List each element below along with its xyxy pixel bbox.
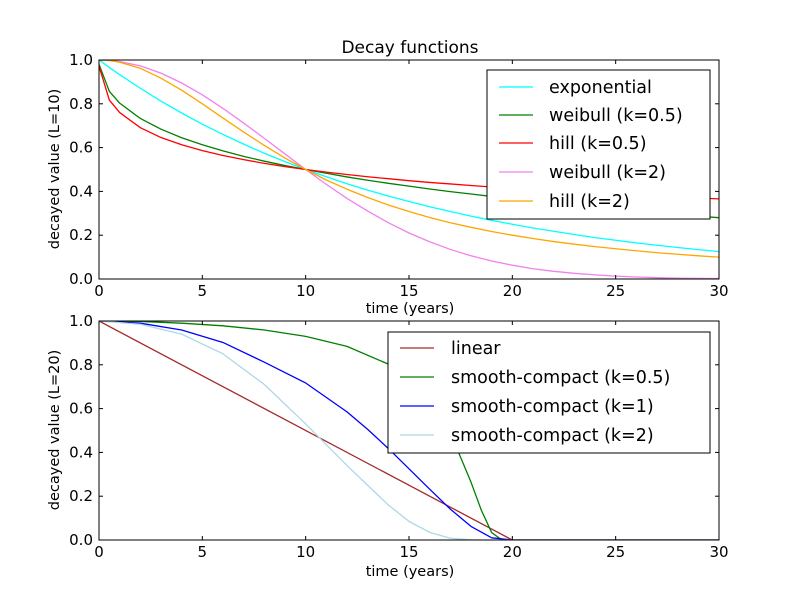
legend-label-weibull-k-0-5: weibull (k=0.5) bbox=[549, 106, 683, 126]
y-tick-label: 1.0 bbox=[69, 51, 93, 69]
series-line-linear bbox=[99, 321, 719, 540]
chart-title: Decay functions bbox=[341, 38, 478, 58]
y-tick-label: 0.4 bbox=[69, 443, 93, 461]
x-tick-label: 5 bbox=[198, 282, 208, 300]
x-tick-label: 5 bbox=[198, 543, 208, 561]
legend-label-weibull-k-2: weibull (k=2) bbox=[549, 163, 666, 183]
x-tick-label: 0 bbox=[94, 282, 104, 300]
y-tick-label: 0.8 bbox=[69, 356, 93, 374]
y-axis-label: decayed value (L=10) bbox=[47, 89, 63, 250]
legend-box bbox=[387, 331, 711, 454]
x-tick-label: 10 bbox=[296, 282, 315, 300]
x-axis-label: time (years) bbox=[366, 564, 455, 580]
legend-label-hill-k-2: hill (k=2) bbox=[549, 192, 630, 212]
legend: exponential weibull (k=0.5) hill (k=0.5) we… bbox=[486, 69, 711, 220]
series-line-smooth-compact-k-2 bbox=[99, 321, 719, 540]
x-tick-label: 30 bbox=[709, 282, 728, 300]
series-line-hill-k-2 bbox=[99, 60, 719, 258]
x-tick-label: 25 bbox=[606, 543, 625, 561]
legend-label-smooth-compact-k-0-5: smooth-compact (k=0.5) bbox=[451, 368, 670, 388]
y-tick-label: 0.6 bbox=[69, 400, 93, 418]
bottom-chart-panel: time (years) decayed value (L=20) 0 5 10 15… bbox=[47, 312, 729, 580]
y-axis-label: decayed value (L=20) bbox=[47, 350, 63, 511]
legend: linear smooth-compact (k=0.5) smooth-compa… bbox=[387, 331, 711, 454]
legend-label-smooth-compact-k-2: smooth-compact (k=2) bbox=[451, 426, 654, 446]
x-tick-label: 10 bbox=[296, 543, 315, 561]
legend-label-linear: linear bbox=[451, 339, 501, 359]
x-tick-label: 25 bbox=[606, 282, 625, 300]
x-tick-label: 0 bbox=[94, 543, 104, 561]
x-tick-label: 30 bbox=[709, 543, 728, 561]
y-tick-label: 0.0 bbox=[69, 270, 93, 288]
y-tick-label: 0.2 bbox=[69, 226, 93, 244]
y-tick-label: 0.4 bbox=[69, 182, 93, 200]
series-line-weibull-k-2 bbox=[99, 60, 719, 279]
legend-label-hill-k-0-5: hill (k=0.5) bbox=[549, 134, 647, 154]
y-tick-label: 0.6 bbox=[69, 139, 93, 157]
y-tick-label: 0.0 bbox=[69, 531, 93, 549]
x-axis-label: time (years) bbox=[366, 301, 455, 317]
top-chart-panel: Decay functions time (years) decayed val… bbox=[47, 38, 729, 317]
legend-label-exponential: exponential bbox=[549, 78, 652, 98]
legend-label-smooth-compact-k-1: smooth-compact (k=1) bbox=[451, 397, 654, 417]
x-tick-label: 15 bbox=[399, 282, 418, 300]
series-line-exponential bbox=[99, 60, 719, 253]
x-tick-label: 20 bbox=[503, 282, 522, 300]
x-tick-label: 20 bbox=[503, 543, 522, 561]
y-tick-label: 0.8 bbox=[69, 95, 93, 113]
x-tick-label: 15 bbox=[399, 543, 418, 561]
series-line-smooth-compact-k-1 bbox=[99, 321, 719, 540]
y-tick-label: 1.0 bbox=[69, 312, 93, 330]
legend-box bbox=[486, 69, 711, 220]
y-tick-label: 0.2 bbox=[69, 487, 93, 505]
